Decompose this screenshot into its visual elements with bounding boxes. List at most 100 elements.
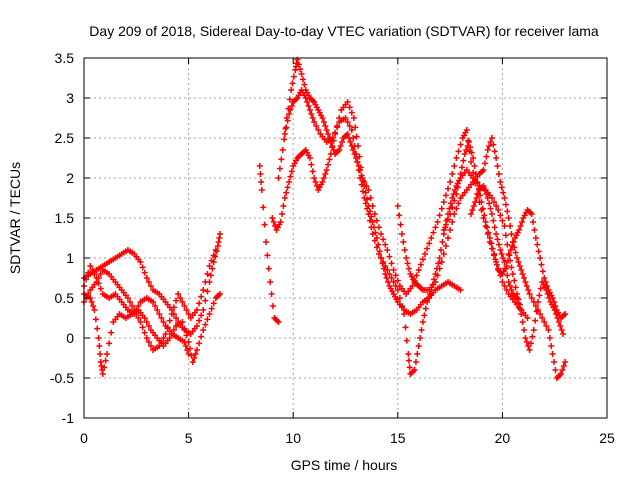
data-point bbox=[397, 221, 404, 228]
series-track-h bbox=[281, 87, 525, 377]
data-point bbox=[322, 123, 329, 129]
y-tick-label: 0.5 bbox=[55, 290, 75, 306]
y-tick-label: -0.5 bbox=[50, 370, 74, 386]
data-point bbox=[514, 255, 521, 261]
data-point bbox=[386, 271, 393, 277]
data-point bbox=[166, 317, 173, 324]
axis-ticks: 0 5 10 15 20 25 -1 -0.5 0 0.5 1 1.5 2 2.5 3 3.5 bbox=[50, 50, 615, 446]
data-point bbox=[382, 263, 389, 269]
data-point bbox=[523, 283, 530, 289]
x-tick-label: 0 bbox=[80, 430, 88, 446]
data-point bbox=[357, 175, 364, 181]
data-point bbox=[508, 287, 515, 293]
grid-lines bbox=[84, 58, 607, 418]
data-point bbox=[447, 211, 454, 217]
data-point bbox=[202, 297, 209, 304]
data-point bbox=[204, 316, 211, 323]
chart-title: Day 209 of 2018, Sidereal Day-to-day VTE… bbox=[89, 23, 599, 39]
data-point bbox=[326, 156, 333, 163]
data-point bbox=[361, 195, 368, 201]
data-point bbox=[270, 219, 277, 225]
data-point bbox=[479, 205, 486, 212]
data-point bbox=[275, 175, 282, 181]
data-point bbox=[88, 299, 95, 305]
data-point bbox=[522, 335, 529, 341]
data-point bbox=[202, 321, 209, 328]
data-point bbox=[411, 367, 418, 373]
data-point bbox=[145, 279, 152, 285]
data-point bbox=[436, 265, 443, 272]
data-point bbox=[156, 311, 163, 317]
data-point bbox=[510, 239, 517, 245]
data-point bbox=[560, 331, 567, 337]
data-point bbox=[507, 247, 514, 253]
data-point bbox=[484, 195, 491, 201]
data-point bbox=[183, 332, 190, 339]
data-point bbox=[544, 291, 551, 297]
data-point bbox=[482, 219, 489, 225]
y-tick-label: 2.5 bbox=[55, 130, 75, 146]
data-point bbox=[279, 147, 286, 153]
data-point bbox=[388, 260, 395, 267]
data-point bbox=[396, 212, 403, 219]
data-point bbox=[453, 205, 460, 212]
data-point bbox=[534, 241, 541, 248]
data-point bbox=[499, 279, 506, 285]
data-point bbox=[445, 235, 452, 241]
data-point bbox=[486, 200, 493, 207]
data-point bbox=[181, 325, 188, 332]
data-point bbox=[470, 203, 477, 209]
data-point bbox=[325, 161, 332, 168]
data-point bbox=[160, 335, 167, 341]
data-point bbox=[512, 284, 519, 291]
data-point bbox=[414, 351, 421, 357]
data-point bbox=[311, 119, 318, 125]
data-point bbox=[384, 267, 391, 273]
data-point bbox=[139, 264, 146, 271]
data-point bbox=[401, 247, 408, 253]
data-point bbox=[356, 153, 363, 160]
data-point bbox=[92, 316, 99, 323]
data-point bbox=[468, 149, 475, 156]
data-point bbox=[415, 267, 422, 273]
data-point bbox=[181, 339, 188, 345]
data-point bbox=[417, 261, 424, 268]
data-point bbox=[546, 335, 553, 341]
data-point bbox=[536, 292, 543, 299]
data-point bbox=[468, 159, 475, 165]
data-point bbox=[442, 221, 449, 228]
data-point bbox=[348, 109, 355, 116]
data-point bbox=[405, 351, 412, 357]
data-point bbox=[486, 143, 493, 149]
data-point bbox=[366, 217, 373, 224]
data-point bbox=[301, 81, 308, 88]
data-point bbox=[493, 155, 500, 161]
data-point bbox=[495, 171, 502, 177]
data-point bbox=[447, 227, 454, 233]
data-point bbox=[344, 119, 351, 125]
data-point bbox=[337, 143, 344, 149]
data-point bbox=[181, 303, 188, 309]
data-point bbox=[302, 95, 309, 101]
y-tick-label: 1 bbox=[66, 250, 74, 266]
data-point bbox=[286, 96, 293, 103]
data-point bbox=[480, 167, 487, 173]
data-point bbox=[283, 124, 290, 131]
data-point bbox=[557, 371, 564, 377]
data-point bbox=[364, 205, 371, 212]
data-point bbox=[162, 331, 169, 337]
data-point bbox=[400, 239, 407, 245]
data-point bbox=[457, 141, 464, 148]
data-point bbox=[511, 277, 518, 284]
data-point bbox=[179, 319, 186, 325]
data-point bbox=[401, 311, 408, 317]
data-point bbox=[311, 175, 318, 181]
data-point bbox=[491, 148, 498, 155]
data-point bbox=[514, 295, 521, 301]
data-point bbox=[394, 287, 401, 293]
data-point bbox=[334, 124, 341, 131]
data-point bbox=[403, 255, 410, 261]
data-point bbox=[202, 279, 209, 285]
data-point bbox=[388, 275, 395, 281]
data-point bbox=[491, 224, 498, 231]
